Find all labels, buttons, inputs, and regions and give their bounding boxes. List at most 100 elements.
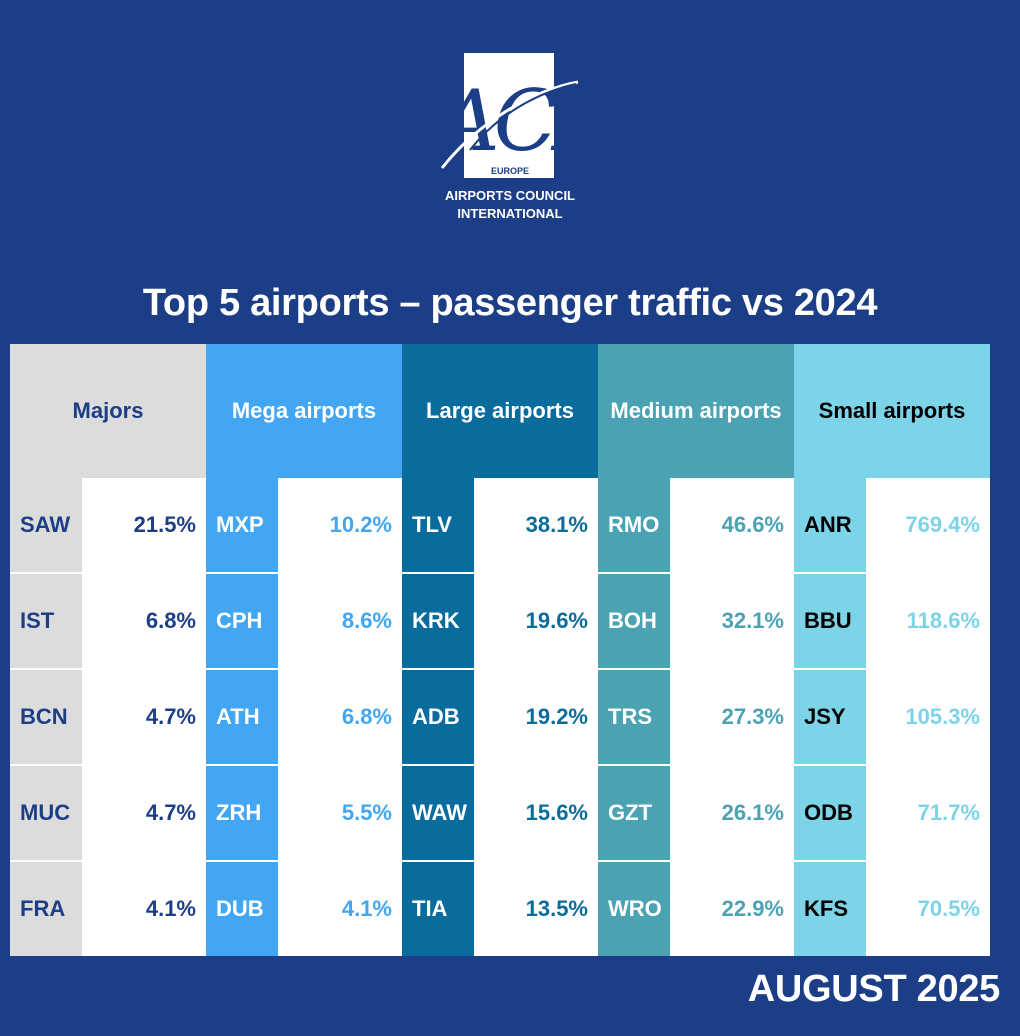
column-header: Small airports <box>794 344 990 478</box>
airport-code: ANR <box>794 478 866 572</box>
growth-value: 105.3% <box>866 670 990 764</box>
airport-code: MUC <box>10 766 82 860</box>
row-divider <box>206 572 402 574</box>
growth-value: 19.6% <box>474 574 598 668</box>
row-divider <box>794 572 990 574</box>
column-4: Small airports ANR 769.4% BBU 118.6% JSY 105.3… <box>794 344 990 956</box>
row-divider <box>10 572 206 574</box>
table-row: ANR 769.4% <box>794 478 990 572</box>
report-period: AUGUST 2025 <box>747 968 1001 1010</box>
airport-code: SAW <box>10 478 82 572</box>
growth-value: 118.6% <box>866 574 990 668</box>
column-header: Mega airports <box>206 344 402 478</box>
airport-code: GZT <box>598 766 670 860</box>
column-1: Mega airports MXP 10.2% CPH 8.6% ATH 6.8% ZRH 5.… <box>206 344 402 956</box>
row-divider <box>206 860 402 862</box>
table-row: ODB 71.7% <box>794 766 990 860</box>
growth-value: 26.1% <box>670 766 794 860</box>
growth-value: 19.2% <box>474 670 598 764</box>
table-row: IST 6.8% <box>10 574 206 668</box>
row-divider <box>206 764 402 766</box>
row-divider <box>598 668 794 670</box>
table-row: JSY 105.3% <box>794 670 990 764</box>
growth-value: 70.5% <box>866 862 990 956</box>
table-row: TLV 38.1% <box>402 478 598 572</box>
table-row: KRK 19.6% <box>402 574 598 668</box>
airport-code: JSY <box>794 670 866 764</box>
airport-code: BCN <box>10 670 82 764</box>
table-row: SAW 21.5% <box>10 478 206 572</box>
column-2: Large airports TLV 38.1% KRK 19.6% ADB 19.2% WA… <box>402 344 598 956</box>
airport-code: FRA <box>10 862 82 956</box>
airport-code: TRS <box>598 670 670 764</box>
growth-value: 4.7% <box>82 670 206 764</box>
table-row: ATH 6.8% <box>206 670 402 764</box>
growth-value: 15.6% <box>474 766 598 860</box>
growth-value: 4.1% <box>278 862 402 956</box>
growth-value: 6.8% <box>82 574 206 668</box>
airport-code: WAW <box>402 766 474 860</box>
growth-value: 5.5% <box>278 766 402 860</box>
growth-value: 21.5% <box>82 478 206 572</box>
table-row: WAW 15.6% <box>402 766 598 860</box>
airport-code: ODB <box>794 766 866 860</box>
table-row: ZRH 5.5% <box>206 766 402 860</box>
airport-code: TIA <box>402 862 474 956</box>
airport-code: RMO <box>598 478 670 572</box>
row-divider <box>402 860 598 862</box>
table-row: MUC 4.7% <box>10 766 206 860</box>
logo-org-line2: INTERNATIONAL <box>457 206 562 221</box>
growth-value: 32.1% <box>670 574 794 668</box>
airport-code: MXP <box>206 478 278 572</box>
table-row: BOH 32.1% <box>598 574 794 668</box>
growth-value: 8.6% <box>278 574 402 668</box>
table-row: KFS 70.5% <box>794 862 990 956</box>
row-divider <box>206 668 402 670</box>
table-row: BCN 4.7% <box>10 670 206 764</box>
table-row: RMO 46.6% <box>598 478 794 572</box>
logo-swoosh-inner <box>469 83 577 151</box>
column-header: Medium airports <box>598 344 794 478</box>
row-divider <box>794 668 990 670</box>
logo-org-line1: AIRPORTS COUNCIL <box>445 188 575 203</box>
column-3: Medium airports RMO 46.6% BOH 32.1% TRS 27.3% G… <box>598 344 794 956</box>
growth-value: 27.3% <box>670 670 794 764</box>
airport-code: KFS <box>794 862 866 956</box>
airport-code: IST <box>10 574 82 668</box>
airport-traffic-table: Majors SAW 21.5% IST 6.8% BCN 4.7% MUC 4.7% FRA 4.… <box>10 344 1010 956</box>
chart-title: Top 5 airports – passenger traffic vs 20… <box>142 282 878 324</box>
row-divider <box>598 764 794 766</box>
row-divider <box>598 572 794 574</box>
table-row: FRA 4.1% <box>10 862 206 956</box>
airport-code: ADB <box>402 670 474 764</box>
growth-value: 46.6% <box>670 478 794 572</box>
table-row: CPH 8.6% <box>206 574 402 668</box>
logo-region: EUROPE <box>491 166 529 176</box>
airport-code: CPH <box>206 574 278 668</box>
table-row: TIA 13.5% <box>402 862 598 956</box>
table-row: MXP 10.2% <box>206 478 402 572</box>
logo-swoosh-outer <box>440 80 579 169</box>
airport-code: KRK <box>402 574 474 668</box>
airport-code: ZRH <box>206 766 278 860</box>
aci-europe-logo: ACI EUROPE AIRPORTS COUNCIL INTERNATIONA… <box>440 53 580 221</box>
growth-value: 13.5% <box>474 862 598 956</box>
airport-code: BBU <box>794 574 866 668</box>
row-divider <box>10 764 206 766</box>
growth-value: 38.1% <box>474 478 598 572</box>
growth-value: 22.9% <box>670 862 794 956</box>
growth-value: 769.4% <box>866 478 990 572</box>
growth-value: 6.8% <box>278 670 402 764</box>
table-row: DUB 4.1% <box>206 862 402 956</box>
growth-value: 4.1% <box>82 862 206 956</box>
row-divider <box>10 668 206 670</box>
table-row: WRO 22.9% <box>598 862 794 956</box>
row-divider <box>794 860 990 862</box>
row-divider <box>10 860 206 862</box>
row-divider <box>402 668 598 670</box>
logo-box <box>464 53 554 178</box>
airport-code: ATH <box>206 670 278 764</box>
airport-code: BOH <box>598 574 670 668</box>
row-divider <box>402 572 598 574</box>
column-header: Majors <box>10 344 206 478</box>
